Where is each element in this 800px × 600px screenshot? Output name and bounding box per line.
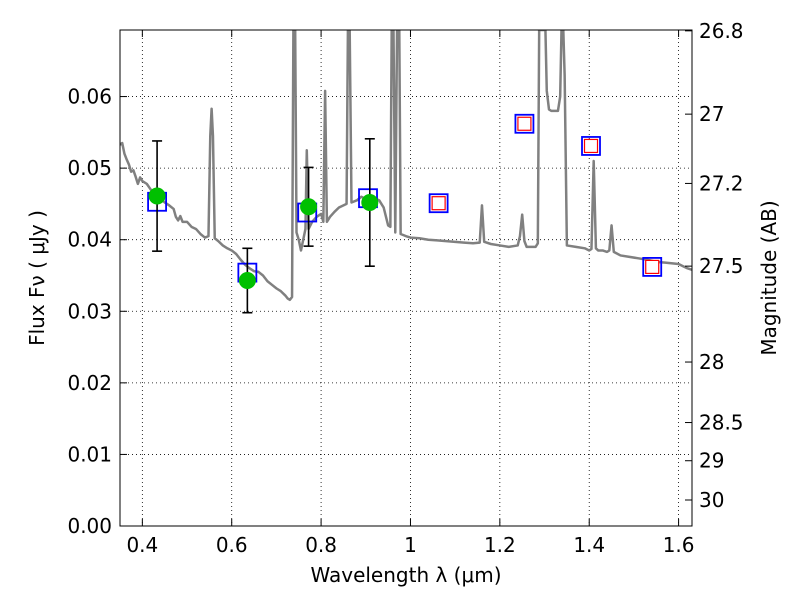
x-tick-label: 1.4 — [573, 533, 605, 557]
right-tick-label: 27.2 — [699, 171, 744, 195]
y-tick-label: 0.01 — [67, 442, 112, 466]
model-spectrum-line — [120, 30, 692, 302]
x-axis-title: Wavelength λ (μm) — [310, 563, 501, 587]
y-tick-label: 0.06 — [67, 85, 112, 109]
upper-limit-square — [583, 138, 599, 154]
series-group — [120, 30, 692, 314]
right-tick-label: 26.8 — [699, 19, 744, 43]
y-tick-label: 0.00 — [67, 514, 112, 538]
model-flux-square — [581, 136, 601, 156]
grid-lines — [120, 30, 692, 527]
observed-flux-point — [361, 193, 379, 211]
model-flux-square — [428, 193, 449, 214]
y-axis-title: Flux Fν ( μJy ) — [25, 210, 49, 346]
upper-limit-square — [517, 116, 532, 131]
model-flux-square — [642, 257, 663, 277]
x-tick-label: 1 — [404, 533, 417, 557]
observed-flux-point — [238, 272, 256, 290]
upper-limit-square — [431, 196, 446, 211]
y-tick-label: 0.04 — [67, 228, 112, 252]
right-tick-label: 29 — [699, 449, 724, 473]
x-tick-label: 0.8 — [305, 533, 337, 557]
tick-layer: 0.4 0.6 0.8 1 1.2 1.4 1.6 0.00 0.01 0.02 0.03 0.04 0… — [67, 19, 743, 557]
upper-limit-square — [645, 259, 660, 275]
model-flux-square — [514, 113, 535, 134]
right-tick-label: 27.5 — [699, 254, 744, 278]
series-layer — [120, 30, 692, 314]
right-tick-label: 27 — [699, 102, 724, 126]
x-tick-label: 0.4 — [126, 533, 158, 557]
observed-flux-point — [148, 187, 166, 205]
y-tick-label: 0.02 — [67, 371, 112, 395]
right-tick-label: 30 — [699, 488, 724, 512]
y-tick-label: 0.05 — [67, 156, 112, 180]
observed-flux-point — [300, 198, 318, 216]
right-tick-label: 28.5 — [699, 411, 744, 435]
y-tick-label: 0.03 — [67, 299, 112, 323]
x-tick-label: 0.6 — [216, 533, 248, 557]
plot-frame — [119, 29, 693, 527]
right-tick-label: 28 — [699, 350, 724, 374]
x-tick-label: 1.6 — [663, 533, 695, 557]
x-tick-label: 1.2 — [484, 533, 516, 557]
right-axis-title: Magnitude (AB) — [757, 200, 781, 355]
